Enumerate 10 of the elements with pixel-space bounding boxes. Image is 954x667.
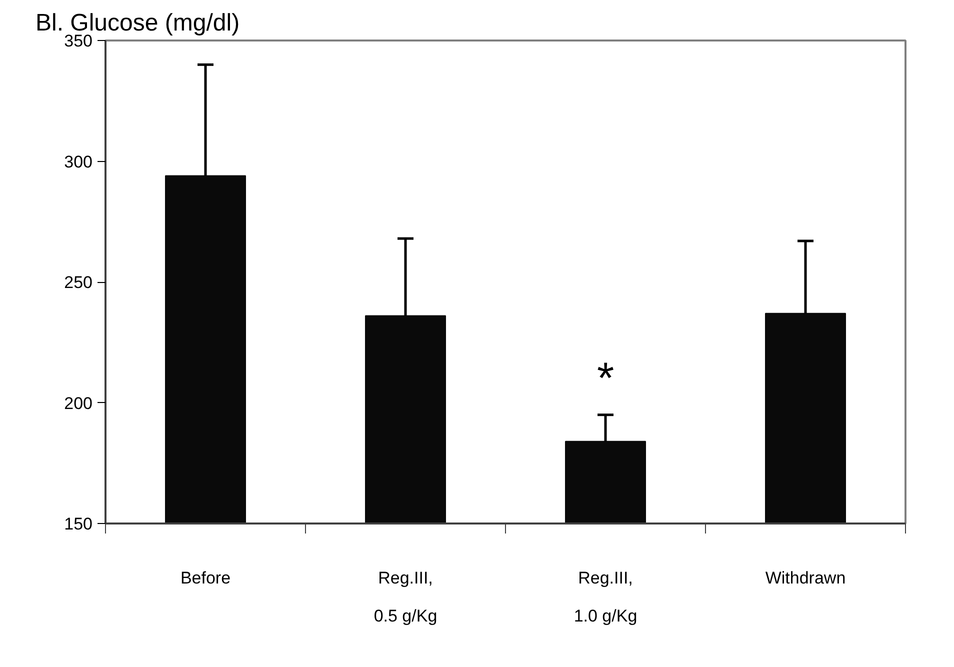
x-tick-label: Reg.III, 0.5 g/Kg (374, 568, 438, 626)
x-tick-label: Withdrawn (765, 568, 846, 588)
y-tick-label: 200 (64, 394, 93, 413)
y-tick-label: 350 (64, 32, 93, 50)
x-tick-label: Reg.III, 1.0 g/Kg (574, 568, 638, 626)
y-tick-label: 150 (64, 514, 93, 534)
data-label: * (596, 354, 614, 403)
y-tick-label: 300 (64, 152, 93, 172)
y-tick-label: 250 (64, 273, 93, 292)
x-tick-label: Before (180, 568, 231, 588)
